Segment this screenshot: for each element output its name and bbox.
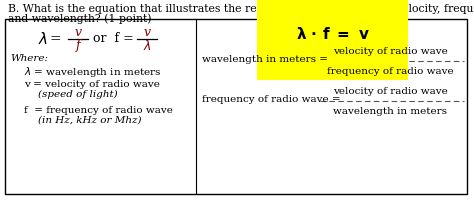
Text: Where:: Where: — [10, 54, 48, 63]
Text: B. What is the equation that illustrates the relationship between wave velocity,: B. What is the equation that illustrates… — [8, 4, 474, 14]
Text: and wavelength? (1 point): and wavelength? (1 point) — [8, 13, 152, 24]
Text: frequency of radio wave =: frequency of radio wave = — [202, 95, 341, 103]
Text: v: v — [144, 25, 151, 39]
Bar — [5, 19, 467, 194]
Text: velocity of radio wave: velocity of radio wave — [333, 47, 447, 57]
Text: $\lambda$: $\lambda$ — [38, 31, 48, 47]
Text: (speed of light): (speed of light) — [38, 90, 118, 99]
Text: f: f — [76, 40, 80, 53]
Text: =: = — [50, 32, 62, 46]
Text: (in Hz, kHz or Mhz): (in Hz, kHz or Mhz) — [38, 116, 142, 125]
Text: wavelength in meters: wavelength in meters — [333, 106, 447, 116]
Text: wavelength in meters =: wavelength in meters = — [202, 55, 328, 63]
Text: $\mathbf{\lambda}$ $\mathbf{\cdot}$ $\mathbf{f}$ $\mathbf{=}$ $\mathbf{v}$: $\mathbf{\lambda}$ $\mathbf{\cdot}$ $\ma… — [296, 26, 369, 42]
Text: v: v — [74, 25, 82, 39]
Text: or  f =: or f = — [93, 33, 134, 45]
Text: velocity of radio wave: velocity of radio wave — [333, 87, 447, 97]
Text: $\lambda$: $\lambda$ — [143, 39, 151, 53]
Text: v = velocity of radio wave: v = velocity of radio wave — [24, 80, 160, 89]
Text: frequency of radio wave: frequency of radio wave — [327, 66, 453, 76]
Text: f  = frequency of radio wave: f = frequency of radio wave — [24, 106, 173, 115]
Text: $\lambda$ = wavelength in meters: $\lambda$ = wavelength in meters — [24, 65, 161, 79]
